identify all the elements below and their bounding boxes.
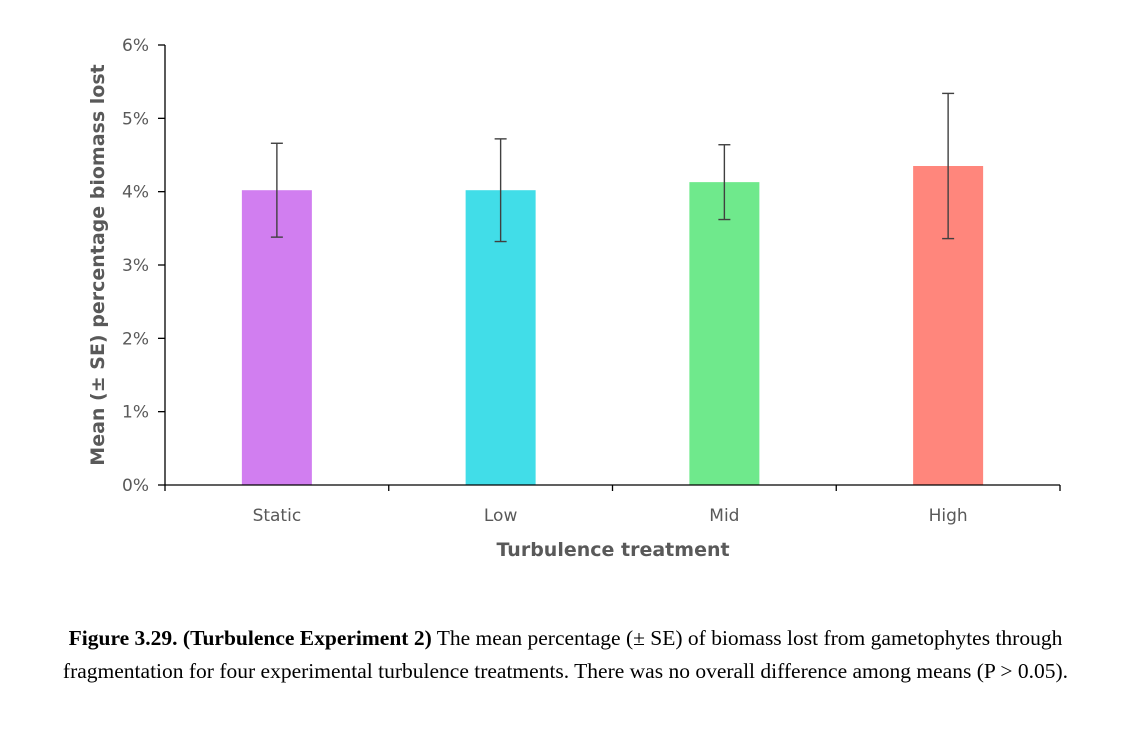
- error-bar-low: [494, 138, 507, 243]
- figure-caption: Figure 3.29. (Turbulence Experiment 2) T…: [20, 622, 1111, 688]
- error-bars: [270, 92, 955, 243]
- y-tick-label: 3%: [122, 256, 149, 276]
- y-tick-label: 5%: [122, 109, 149, 129]
- y-tick-label: 1%: [122, 403, 149, 423]
- bar-static: [241, 190, 312, 485]
- y-axis: 0% 1% 2% 3% 4% 5% 6%: [122, 36, 166, 496]
- bars: [241, 166, 984, 485]
- x-tick-label: Mid: [709, 506, 739, 526]
- bar-mid: [689, 182, 760, 485]
- caption-label: Figure 3.29. (Turbulence Experiment 2): [68, 626, 432, 650]
- caption-text: The mean percentage (± SE) of biomass lo…: [62, 626, 1069, 683]
- y-tick-label: 4%: [122, 183, 149, 203]
- x-axis: Static Low Mid High: [164, 484, 1061, 526]
- y-tick-label: 2%: [122, 329, 149, 349]
- x-tick-label: Low: [484, 506, 518, 526]
- error-bar-static: [270, 142, 283, 238]
- y-tick-label: 0%: [122, 476, 149, 496]
- x-tick-label: High: [929, 506, 968, 526]
- x-tick-label: Static: [253, 506, 302, 526]
- x-axis-title: Turbulence treatment: [496, 539, 729, 561]
- error-bar-high: [942, 92, 955, 240]
- y-tick-label: 6%: [122, 36, 149, 56]
- bar-chart: 0% 1% 2% 3% 4% 5% 6% Static Low Mid High Mean (± …: [87, 36, 1061, 561]
- y-axis-title: Mean (± SE) percentage biomass lost: [87, 64, 109, 465]
- error-bar-mid: [718, 144, 731, 221]
